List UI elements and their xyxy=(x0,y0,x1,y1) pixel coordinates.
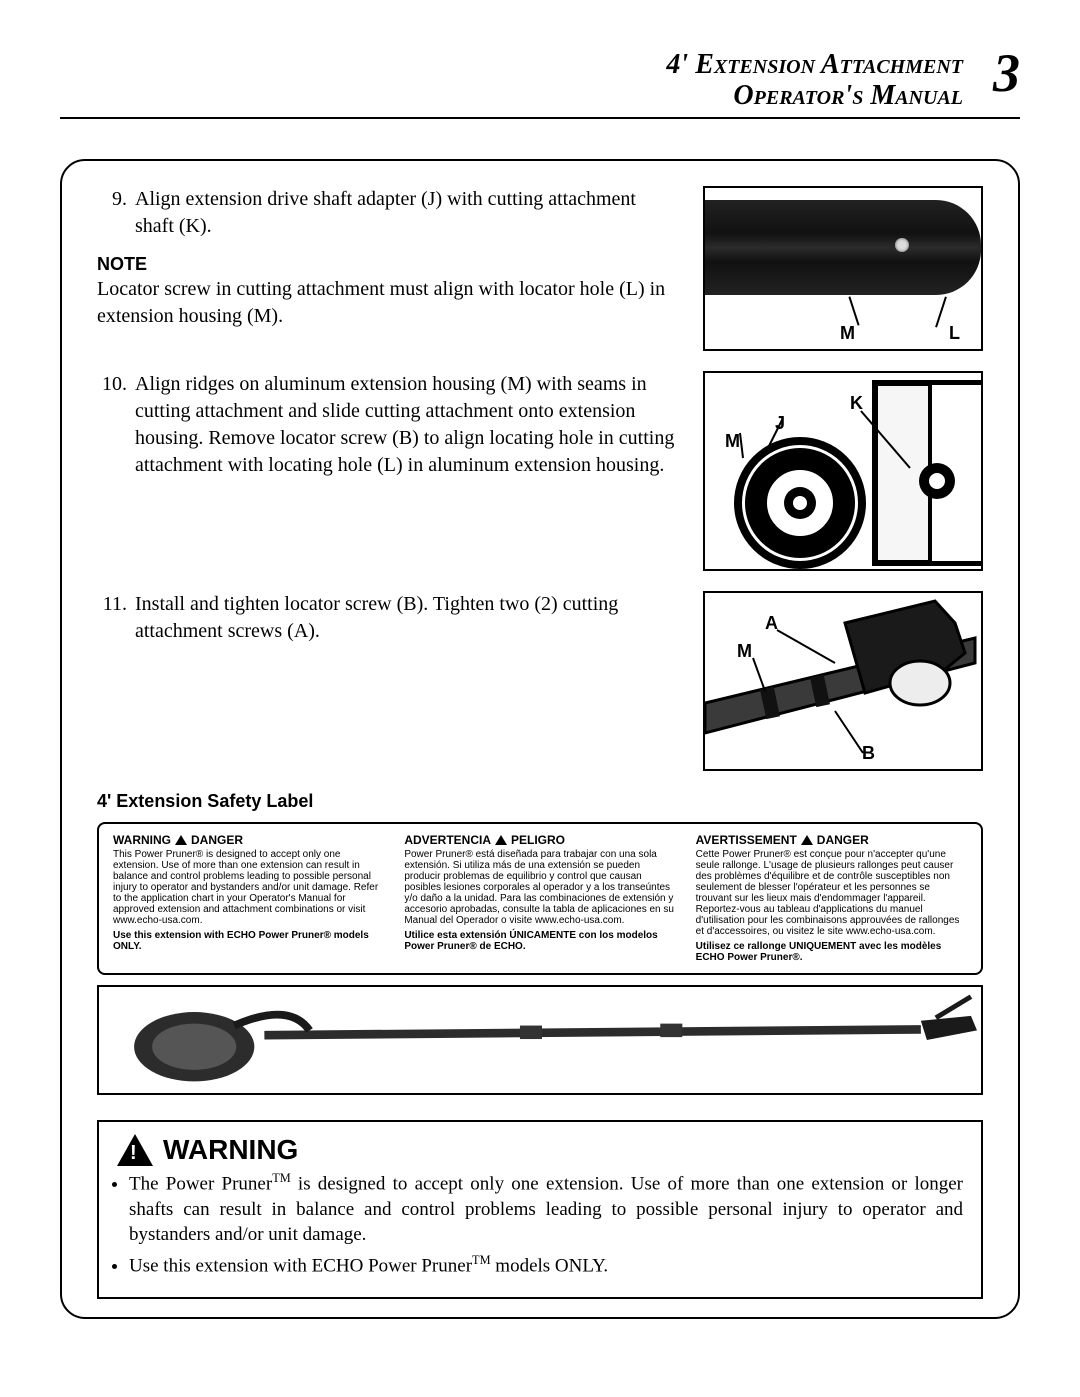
safety-fr-danger: DANGER xyxy=(817,834,869,847)
safety-es-hd: ADVERTENCIA xyxy=(404,834,491,847)
figure-2: J K M xyxy=(703,371,983,571)
warning-b2b: models ONLY. xyxy=(491,1255,609,1276)
fig1-label-m: M xyxy=(840,323,855,344)
note-heading: NOTE xyxy=(97,252,678,276)
step-9-num: 9. xyxy=(97,186,127,240)
safety-label-strip: WARNING DANGER This Power Pruner® is desi… xyxy=(97,822,983,975)
safety-section-title: 4' Extension Safety Label xyxy=(97,791,983,812)
safety-en-hd: WARNING xyxy=(113,834,171,847)
safety-es-danger: PELIGRO xyxy=(511,834,565,847)
fig3-label-m: M xyxy=(737,641,752,662)
step-9: 9. Align extension drive shaft adapter (… xyxy=(97,186,678,240)
warning-triangle-icon xyxy=(117,1134,153,1166)
content-frame: 9. Align extension drive shaft adapter (… xyxy=(60,159,1020,1319)
header-line1: 4' Extension Attachment xyxy=(666,49,963,80)
figure-1: M L xyxy=(703,186,983,351)
safety-en-foot: Use this extension with ECHO Power Prune… xyxy=(113,930,384,952)
safety-en-body: This Power Pruner® is designed to accept… xyxy=(113,849,384,926)
step-10-num: 10. xyxy=(97,371,127,479)
step-10-text: Align ridges on aluminum extension housi… xyxy=(135,371,678,479)
safety-es-foot: Utilice esta extensión ÚNICAMENTE con lo… xyxy=(404,930,675,952)
warn-triangle-icon xyxy=(175,835,187,845)
warning-bullet-1: The Power PrunerTM is designed to accept… xyxy=(129,1170,963,1248)
warning-b2a: Use this extension with ECHO Power Prune… xyxy=(129,1255,472,1276)
step-10: 10. Align ridges on aluminum extension h… xyxy=(97,371,678,479)
warning-box: WARNING The Power PrunerTM is designed t… xyxy=(97,1120,983,1299)
safety-fr-foot: Utilisez ce rallonge UNIQUEMENT avec les… xyxy=(696,941,967,963)
fig3-label-a: A xyxy=(765,613,778,634)
warning-heading: WARNING xyxy=(163,1134,298,1166)
fig1-label-l: L xyxy=(949,323,960,344)
header-title: 4' Extension Attachment Operator's Manua… xyxy=(666,50,963,112)
tm-2: TM xyxy=(472,1253,491,1267)
safety-en-danger: DANGER xyxy=(191,834,243,847)
safety-en: WARNING DANGER This Power Pruner® is desi… xyxy=(113,834,384,963)
safety-fr-body: Cette Power Pruner® est conçue pour n'ac… xyxy=(696,849,967,937)
fig2-label-m: M xyxy=(725,431,740,452)
safety-es: ADVERTENCIA PELIGRO Power Pruner® está di… xyxy=(404,834,675,963)
step-11-num: 11. xyxy=(97,591,127,645)
page-number: 3 xyxy=(993,42,1020,104)
fig2-label-j: J xyxy=(775,413,785,434)
step-9-text: Align extension drive shaft adapter (J) … xyxy=(135,186,678,240)
note-body: Locator screw in cutting attachment must… xyxy=(97,276,678,330)
page-header: 4' Extension Attachment Operator's Manua… xyxy=(60,50,1020,119)
safety-fr: AVERTISSEMENT DANGER Cette Power Pruner® … xyxy=(696,834,967,963)
figure-3: A M B xyxy=(703,591,983,771)
fig2-label-k: K xyxy=(850,393,863,414)
step-11-text: Install and tighten locator screw (B). T… xyxy=(135,591,678,645)
fig3-label-b: B xyxy=(862,743,875,764)
tool-illustration xyxy=(97,985,983,1095)
step-11: 11. Install and tighten locator screw (B… xyxy=(97,591,678,645)
warn-triangle-icon xyxy=(495,835,507,845)
warning-bullet-2: Use this extension with ECHO Power Prune… xyxy=(129,1252,963,1279)
tm-1: TM xyxy=(272,1171,291,1185)
header-line2: Operator's Manual xyxy=(733,80,963,111)
safety-fr-hd: AVERTISSEMENT xyxy=(696,834,797,847)
warning-b1a: The Power Pruner xyxy=(129,1173,272,1194)
warn-triangle-icon xyxy=(801,835,813,845)
safety-es-body: Power Pruner® está diseñada para trabaja… xyxy=(404,849,675,926)
